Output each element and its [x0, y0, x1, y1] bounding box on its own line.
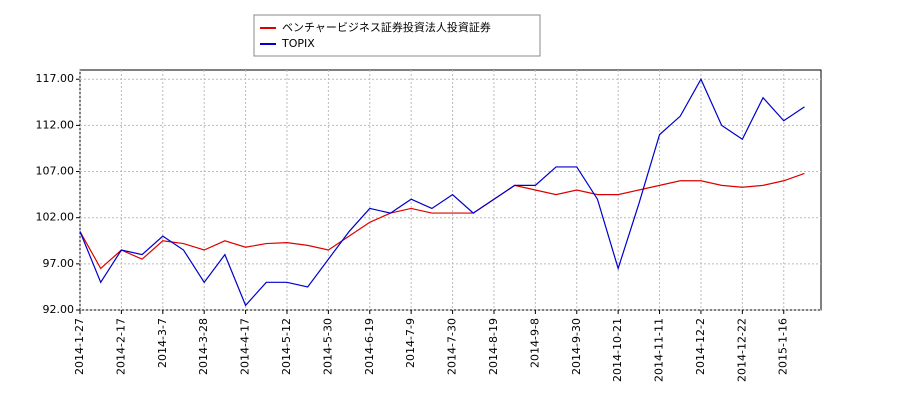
x-tick-label: 2014-8-19	[487, 318, 500, 375]
x-tick-label: 2014-5-12	[280, 318, 293, 375]
y-tick-label: 107.00	[36, 165, 75, 178]
x-tick-label: 2014-1-27	[73, 318, 86, 375]
legend-label: TOPIX	[281, 37, 315, 50]
y-tick-label: 117.00	[36, 72, 75, 85]
series-line	[79, 77, 805, 307]
legend-label: ベンチャービジネス証券投資法人投資証券	[282, 20, 491, 34]
x-tick-label: 2014-3-28	[197, 318, 210, 375]
x-tick-label: 2014-12-22	[735, 318, 748, 382]
x-tick-label: 2014-9-30	[570, 318, 583, 375]
x-tick-label: 2014-7-30	[446, 318, 459, 375]
plot-frame	[79, 69, 822, 311]
x-tick-label: 2014-9-8	[528, 318, 541, 368]
x-tick-label: 2015-1-16	[777, 318, 790, 375]
x-tick-label: 2014-10-21	[611, 318, 624, 382]
x-tick-label: 2014-12-2	[694, 318, 707, 375]
x-tick-label: 2014-3-7	[156, 318, 169, 368]
legend-box	[253, 14, 541, 57]
y-tick-label: 97.00	[43, 257, 75, 270]
x-tick-label: 2014-4-17	[239, 318, 252, 375]
series-line	[79, 172, 805, 270]
y-tick-label: 112.00	[36, 118, 75, 131]
y-tick-label: 92.00	[43, 303, 75, 316]
x-tick-label: 2014-7-9	[404, 318, 417, 368]
y-tick-label: 102.00	[36, 211, 75, 224]
x-tick-label: 2014-6-19	[363, 318, 376, 375]
x-tick-label: 2014-2-17	[114, 318, 127, 375]
x-tick-label: 2014-11-11	[653, 318, 666, 382]
x-tick-label: 2014-5-30	[321, 318, 334, 375]
